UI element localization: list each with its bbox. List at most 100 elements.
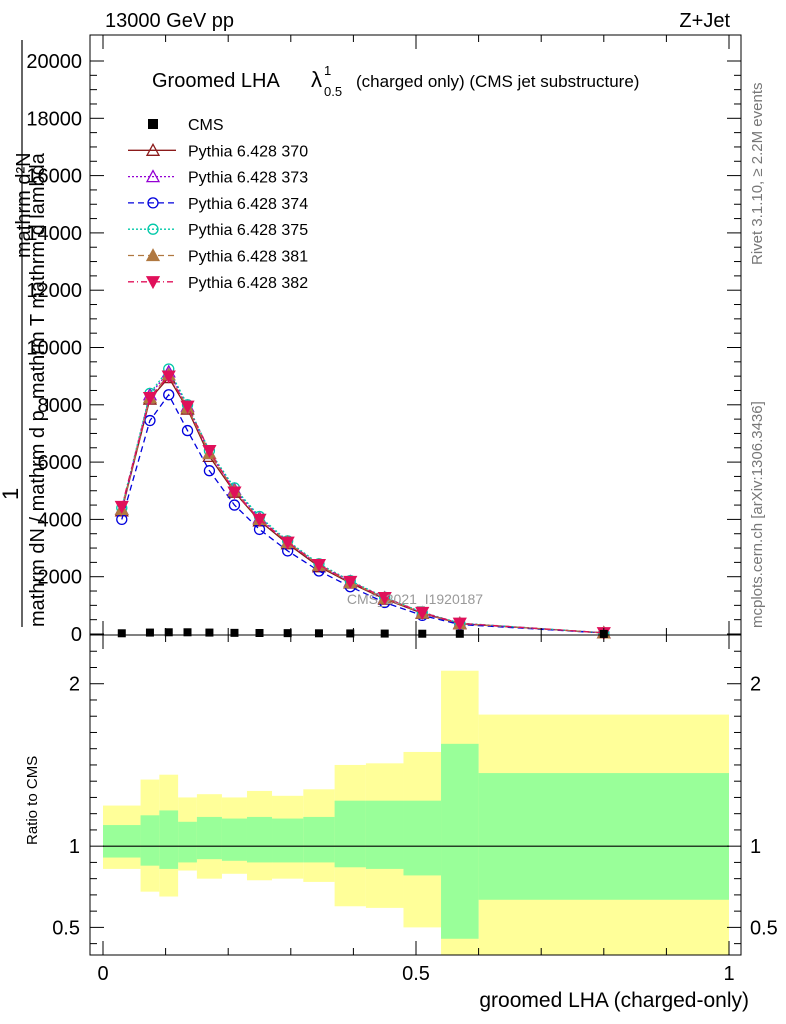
series-layer	[114, 363, 611, 641]
plot-title-main: Groomed LHA	[152, 70, 280, 92]
y-tick-label: 18000	[26, 108, 82, 130]
x-axis-label: groomed LHA (charged-only)	[479, 989, 749, 1012]
cms-data-point	[205, 628, 214, 637]
cms-data-point	[255, 628, 264, 637]
series-line	[121, 367, 604, 634]
series-marker	[415, 606, 430, 620]
cms-data-point	[455, 629, 464, 638]
main-plot-panel: 0 2000 4000 6000 8000 10000 12000 14000 16000 180…	[26, 34, 742, 646]
ratio-tick-label: 1	[69, 836, 80, 858]
cms-data-point	[380, 629, 389, 638]
series-marker	[180, 400, 195, 414]
series-marker	[377, 591, 392, 605]
series-marker	[147, 223, 159, 235]
cms-data-point	[164, 628, 173, 637]
rivet-version-label: Rivet 3.1.10, ≥ 2.2M events	[749, 83, 766, 266]
ratio-tick-label-right: 1	[750, 836, 761, 858]
ratio-tick-label: 0.5	[52, 917, 80, 939]
cms-data-point	[418, 629, 427, 638]
ratio-tick-label: 2	[69, 674, 80, 696]
x-tick-label: 1	[723, 963, 734, 985]
ratio-x-ticks: 0 0.5 1	[97, 635, 735, 985]
ratio-tick-label-right: 0.5	[750, 917, 778, 939]
series-marker	[147, 197, 159, 209]
y-tick-label: 6000	[38, 452, 83, 474]
ratio-band-inner	[365, 800, 404, 869]
header-energy: 13000 GeV pp	[105, 10, 234, 32]
legend-label: Pythia 6.428 381	[188, 249, 308, 266]
y-tick-label: 0	[71, 624, 82, 646]
series-marker	[145, 142, 161, 156]
ratio-band-inner	[103, 825, 141, 858]
ratio-band-inner	[159, 810, 179, 869]
header-process: Z+Jet	[679, 10, 730, 32]
cms-data-point	[314, 629, 323, 638]
main-y-ticks: 0 2000 4000 6000 8000 10000 12000 14000 16000 180…	[26, 51, 741, 646]
cms-data-point	[346, 629, 355, 638]
mcplots-label: mcplots.cern.ch [arXiv:1306.3436]	[749, 401, 766, 628]
series-marker	[343, 575, 358, 589]
main-y-label-denominator: mathrm dN / mathrm d p_mathrm T mathrm d…	[27, 152, 49, 627]
ratio-band-inner	[334, 800, 366, 868]
series-marker	[142, 391, 158, 405]
series-marker	[145, 169, 161, 183]
cms-data-point	[145, 628, 154, 637]
main-y-label-one: 1	[0, 488, 23, 500]
series-marker	[202, 444, 217, 458]
main-x-ticks	[102, 35, 730, 635]
y-tick-label: 2000	[38, 567, 83, 589]
series-marker	[163, 389, 175, 401]
series-marker	[228, 499, 241, 511]
series-marker	[114, 500, 129, 514]
cms-data-point	[117, 629, 126, 638]
series-5	[114, 370, 611, 641]
series-marker	[252, 513, 267, 527]
series-marker	[144, 414, 156, 427]
ratio-uncertainty-bands	[103, 670, 729, 955]
plot-title-rest: (charged only) (CMS jet substructure)	[356, 72, 639, 91]
series-marker	[181, 424, 194, 437]
y-tick-label: 8000	[38, 395, 83, 417]
series-marker	[161, 370, 176, 384]
ratio-tick-label-right: 2	[750, 674, 761, 696]
ratio-y-label: Ratio to CMS	[24, 756, 41, 845]
series-marker	[145, 248, 161, 262]
ratio-band-inner	[221, 818, 247, 861]
y-tick-label: 16000	[26, 166, 82, 188]
ratio-band-inner	[140, 815, 160, 866]
ratio-plot-panel: 0.5 0.51 12 2 0 0.5 1	[52, 634, 778, 985]
cms-data-point	[283, 629, 292, 638]
cms-data-point	[230, 628, 239, 637]
series-marker	[145, 276, 161, 290]
cms-data-point	[183, 628, 192, 637]
x-tick-label: 0	[97, 963, 108, 985]
x-tick-label: 0.5	[402, 963, 430, 985]
plot-title-subscript: 0.5	[324, 84, 342, 99]
legend-label: Pythia 6.428 370	[188, 143, 308, 160]
y-tick-label: 12000	[26, 280, 82, 302]
series-line	[121, 393, 604, 634]
legend: CMS Pythia 6.428 370 Pythia 6.428 373 Pythi…	[128, 117, 308, 292]
series-marker	[227, 486, 242, 500]
legend-label: Pythia 6.428 382	[188, 275, 308, 292]
y-tick-label: 4000	[38, 509, 83, 531]
ratio-band-inner	[246, 816, 273, 863]
plot-title-lambda: λ	[311, 67, 322, 92]
ratio-band-inner	[303, 816, 335, 863]
plot-title: Groomed LHA λ 1 0.5 (charged only) (CMS …	[152, 63, 639, 99]
y-tick-label: 20000	[26, 51, 82, 73]
legend-label: Pythia 6.428 374	[188, 196, 308, 213]
legend-label: CMS	[188, 117, 224, 134]
ratio-band-inner	[178, 821, 197, 863]
ratio-band-inner	[478, 773, 729, 900]
series-marker	[452, 617, 467, 631]
analysis-watermark: CMS_2021_I1920187	[347, 591, 483, 607]
series-marker	[203, 465, 216, 477]
ratio-band-inner	[196, 816, 222, 860]
y-tick-label: 14000	[26, 223, 82, 245]
legend-marker-cms	[148, 119, 158, 129]
main-y-label-numerator: mathrm d²N	[13, 152, 35, 258]
series-marker	[311, 559, 327, 573]
ratio-band-inner	[441, 743, 479, 939]
